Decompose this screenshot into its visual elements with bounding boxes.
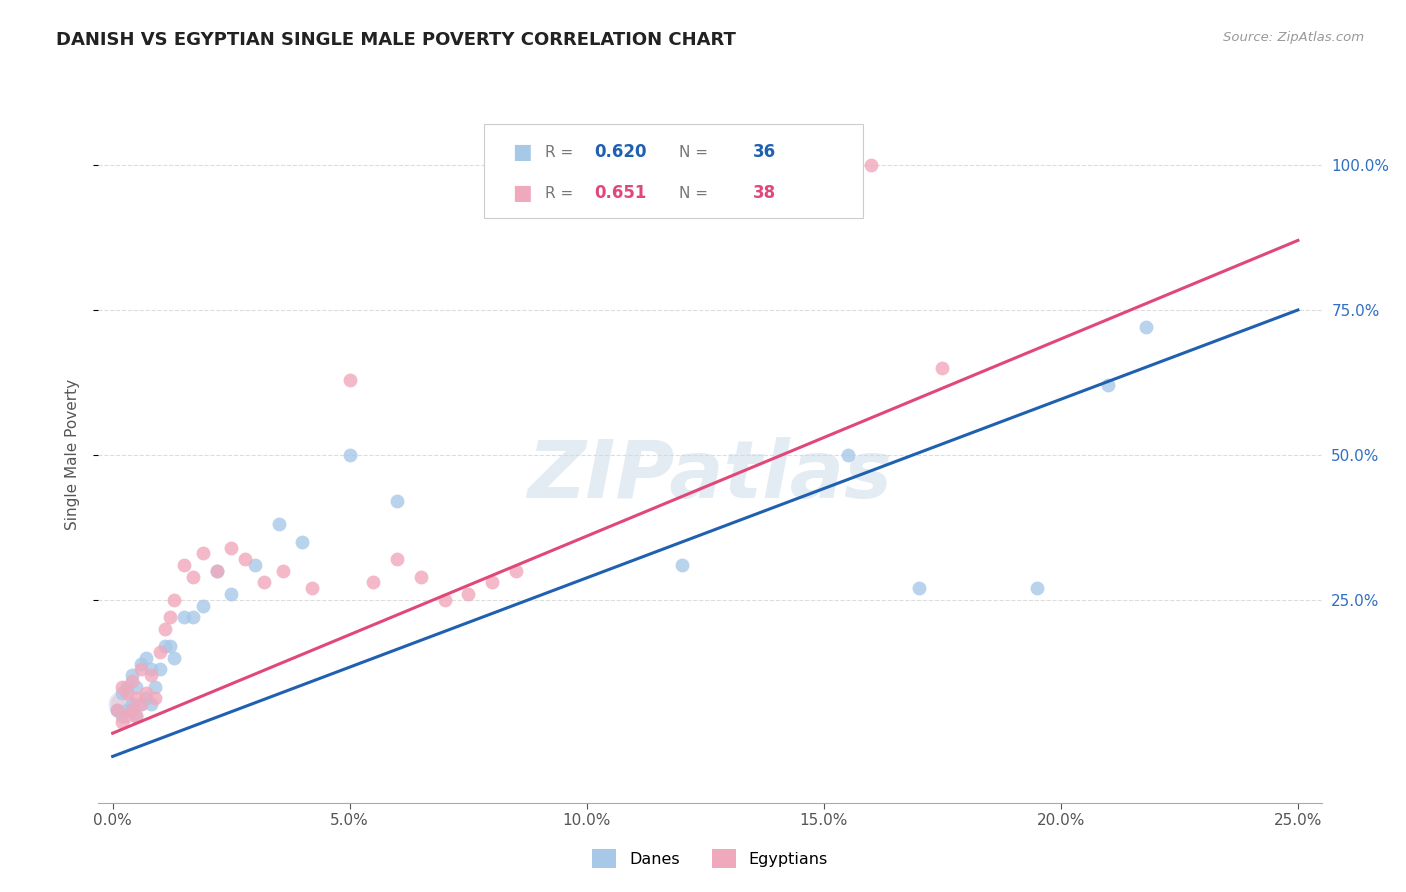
Point [267,517,290,532]
Point [111,685,134,699]
Point [191,546,214,561]
Point [163,651,186,665]
Point [385,494,408,508]
Point [931,361,953,376]
Point [159,639,181,653]
Point [149,662,172,676]
Point [1097,378,1119,392]
Point [125,680,148,694]
Text: R =: R = [546,145,578,160]
Point [115,708,138,723]
Legend: Danes, Egyptians: Danes, Egyptians [586,843,834,875]
Point [143,680,166,694]
Point [301,582,323,596]
Point [125,708,148,723]
Point [139,668,162,682]
Point [139,698,162,712]
Text: 36: 36 [752,144,776,161]
Point [813,158,835,172]
Point [860,158,883,172]
Point [121,674,143,689]
Text: N =: N = [679,186,713,201]
Point [135,651,157,665]
Point [149,645,172,659]
Point [205,564,228,578]
Point [125,708,148,723]
Text: DANISH VS EGYPTIAN SINGLE MALE POVERTY CORRELATION CHART: DANISH VS EGYPTIAN SINGLE MALE POVERTY C… [56,31,737,49]
Point [111,708,134,723]
Point [121,668,143,682]
Point [115,703,138,717]
Point [153,622,176,636]
Point [129,698,152,712]
Point [135,685,157,699]
Point [111,714,134,729]
Point [115,685,138,699]
Point [433,592,456,607]
Text: ■: ■ [512,183,531,203]
Text: N =: N = [679,145,713,160]
Text: 0.651: 0.651 [593,184,647,202]
Point [105,703,128,717]
Point [105,703,128,717]
Point [339,373,361,387]
Point [671,558,693,573]
Point [159,610,181,624]
Point [219,587,242,601]
Point [253,575,276,590]
Point [363,575,385,590]
Point [1026,582,1049,596]
Point [129,662,152,676]
Text: Source: ZipAtlas.com: Source: ZipAtlas.com [1223,31,1364,45]
Point [243,558,266,573]
Point [191,599,214,613]
Point [111,698,134,712]
Point [291,534,314,549]
FancyBboxPatch shape [484,124,863,219]
Point [163,592,186,607]
Point [205,564,228,578]
Text: 38: 38 [752,184,776,202]
Point [139,662,162,676]
Point [115,680,138,694]
Point [837,448,859,462]
Point [125,691,148,706]
Point [219,541,242,555]
Point [457,587,479,601]
Point [181,570,204,584]
Y-axis label: Single Male Poverty: Single Male Poverty [65,379,80,531]
Point [907,582,929,596]
Point [111,680,134,694]
Point [129,657,152,671]
Point [273,564,295,578]
Point [121,698,143,712]
Point [143,691,166,706]
Point [339,448,361,462]
Point [129,698,152,712]
Point [121,703,143,717]
Text: 0.620: 0.620 [593,144,647,161]
Text: R =: R = [546,186,578,201]
Point [181,610,204,624]
Point [385,552,408,566]
Text: ■: ■ [512,142,531,162]
Point [173,558,195,573]
Point [153,639,176,653]
Point [111,698,134,712]
Point [235,552,257,566]
Point [173,610,195,624]
Text: ZIPatlas: ZIPatlas [527,437,893,515]
Point [505,564,527,578]
Point [1135,320,1157,334]
Point [481,575,503,590]
Point [409,570,432,584]
Point [135,691,157,706]
